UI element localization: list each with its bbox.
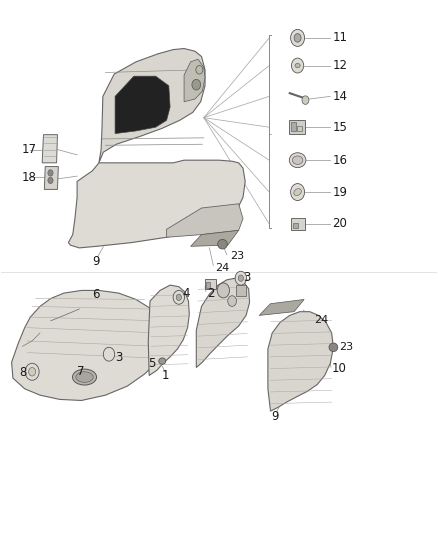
Text: 24: 24	[215, 263, 229, 272]
Text: 17: 17	[21, 143, 37, 156]
Text: 23: 23	[339, 342, 353, 352]
Bar	[297, 126, 302, 132]
Polygon shape	[68, 160, 245, 248]
Circle shape	[235, 271, 247, 285]
Text: 14: 14	[332, 90, 347, 103]
Bar	[290, 122, 296, 132]
Circle shape	[25, 364, 39, 380]
Text: 11: 11	[332, 31, 347, 44]
Polygon shape	[42, 135, 57, 163]
Ellipse shape	[329, 343, 338, 352]
Circle shape	[173, 290, 184, 304]
Text: 18: 18	[21, 171, 36, 184]
Circle shape	[290, 29, 304, 46]
Text: 3: 3	[115, 351, 123, 365]
Circle shape	[294, 34, 301, 42]
Bar	[206, 282, 210, 288]
Polygon shape	[268, 312, 333, 411]
Polygon shape	[191, 230, 239, 246]
Polygon shape	[148, 285, 189, 375]
Bar	[237, 285, 246, 296]
Text: 16: 16	[332, 154, 347, 167]
Circle shape	[192, 79, 201, 90]
Ellipse shape	[292, 156, 303, 165]
Text: 9: 9	[92, 255, 99, 268]
Circle shape	[48, 169, 53, 176]
Circle shape	[28, 368, 35, 376]
Text: 20: 20	[332, 217, 347, 230]
Ellipse shape	[76, 372, 93, 382]
Bar	[290, 217, 305, 230]
Polygon shape	[44, 166, 58, 189]
Text: 24: 24	[314, 314, 328, 325]
Text: 10: 10	[332, 362, 346, 375]
Circle shape	[217, 283, 230, 298]
Polygon shape	[12, 290, 169, 400]
Polygon shape	[259, 300, 304, 316]
Circle shape	[48, 177, 53, 183]
Text: 6: 6	[92, 288, 99, 301]
Text: 7: 7	[77, 365, 85, 378]
Ellipse shape	[159, 358, 166, 365]
Ellipse shape	[294, 189, 301, 196]
Ellipse shape	[218, 239, 227, 249]
Text: 5: 5	[148, 357, 155, 370]
Circle shape	[238, 275, 244, 281]
Bar	[293, 223, 298, 228]
Text: 4: 4	[182, 287, 189, 300]
Polygon shape	[196, 278, 250, 368]
Ellipse shape	[73, 369, 96, 385]
Text: 19: 19	[332, 185, 347, 199]
Text: 23: 23	[230, 251, 244, 261]
Bar	[289, 120, 304, 134]
Text: 9: 9	[271, 410, 279, 423]
Text: 8: 8	[19, 366, 26, 379]
Bar	[205, 279, 215, 289]
Text: 12: 12	[332, 59, 347, 72]
Circle shape	[291, 58, 304, 73]
Polygon shape	[115, 76, 170, 134]
Circle shape	[228, 296, 237, 306]
Circle shape	[196, 66, 203, 74]
Circle shape	[302, 96, 309, 104]
Polygon shape	[184, 59, 205, 102]
Circle shape	[103, 348, 115, 361]
Text: 15: 15	[332, 120, 347, 134]
Circle shape	[290, 183, 304, 200]
Polygon shape	[99, 49, 205, 163]
Text: 3: 3	[243, 271, 251, 284]
Polygon shape	[166, 204, 243, 237]
Ellipse shape	[295, 63, 300, 68]
Ellipse shape	[289, 153, 306, 167]
Text: 1: 1	[162, 369, 170, 382]
Circle shape	[176, 294, 181, 301]
Text: 2: 2	[207, 287, 214, 300]
